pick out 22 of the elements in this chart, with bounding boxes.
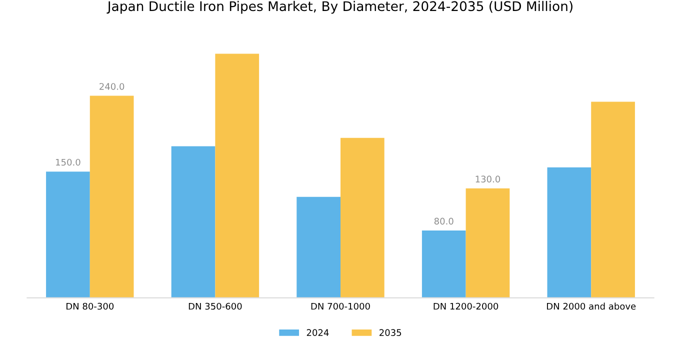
bar [90,96,134,298]
x-tick-label: DN 700-1000 [311,302,370,310]
x-tick-label: DN 350-600 [188,302,242,310]
bar [215,54,260,298]
data-label: 80.0 [434,218,454,225]
bar [547,167,592,298]
bar [422,230,466,298]
chart-title: Japan Ductile Iron Pipes Market, By Diameter, 2024-2035 (USD Million) [106,0,572,14]
x-tick-label: DN 1200-2000 [434,302,498,310]
x-tick-label: DN 2000 and above [547,302,636,310]
data-label: 240.0 [100,83,124,90]
bar [296,196,340,298]
legend-label: 2035 [380,329,402,336]
bar [466,188,510,298]
legend-label: 2024 [306,329,329,336]
bar [591,102,635,298]
bar [171,146,216,298]
data-label: 130.0 [476,176,500,182]
data-label: 150.0 [56,158,80,166]
x-tick-label: DN 80-300 [66,302,114,310]
bar [340,138,384,298]
bar [46,172,90,298]
